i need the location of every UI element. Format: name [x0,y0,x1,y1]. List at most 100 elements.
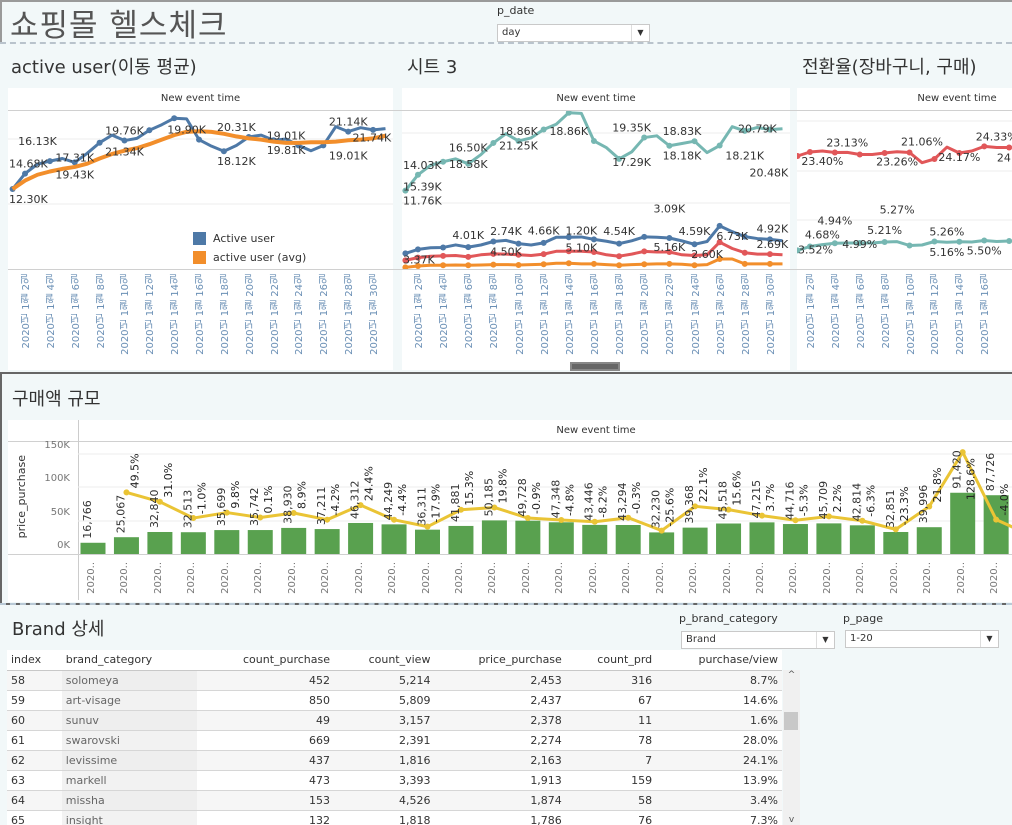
data-point [766,251,773,258]
percent-point [725,506,732,513]
table-cell-brand_category: markell [61,770,198,791]
table-cell-brand_category: levissime [61,750,198,771]
chart-header: New event time [556,93,636,104]
scroll-up-icon[interactable]: ^ [787,670,796,680]
table-row[interactable]: 61 swarovski 669 2,391 2,274 78 28.0% [7,730,782,751]
table-cell-count_purchase: 473 [197,770,334,791]
data-label: 15.39K [403,180,442,193]
column-header[interactable]: index [7,650,62,671]
percent-label: -6.3% [864,485,877,517]
series-line [11,129,386,191]
bar [448,525,474,554]
data-label: 1.20K [566,225,598,238]
conversion-chart[interactable]: New event time [797,88,1012,370]
data-point [741,249,748,256]
table-cell-index: 64 [7,790,62,811]
table-row[interactable]: 65 insight 132 1,818 1,786 76 7.3% [7,810,782,825]
table-cell-price_purchase: 2,453 [434,670,566,691]
table-cell-purchase-per-view: 14.6% [656,690,782,711]
p-date-value: day [502,27,521,38]
percent-label: -25.6% [664,488,677,527]
data-label: 3.09K [654,202,686,215]
column-header[interactable]: brand_category [61,650,198,671]
data-point [515,240,522,247]
bar-value-label: 32,851 [884,489,897,528]
resize-handle[interactable] [570,362,620,371]
data-point [540,251,547,258]
table-cell-purchase-per-view: 13.9% [656,770,782,791]
bar-value-label: 47,215 [750,480,763,519]
scroll-down-icon[interactable]: v [788,815,795,825]
percent-point [591,518,598,525]
data-point [515,261,522,268]
p-brand-category-value: Brand [686,634,716,645]
column-header[interactable]: count_prd [565,650,657,671]
chart-header-line [8,110,1012,111]
column-header[interactable]: count_purchase [197,650,334,671]
table-row[interactable]: 63 markell 473 3,393 1,913 159 13.9% [7,770,782,791]
p-page-select[interactable]: 1-20 ▼ [845,630,999,648]
column-header[interactable]: purchase/view [656,650,782,671]
table-cell-count_prd: 58 [565,790,657,811]
bar [916,527,942,554]
table-scrollbar[interactable]: ^ v [783,670,800,825]
data-point [856,151,863,158]
data-label: 3.37K [403,253,435,266]
dropdown-arrow-icon[interactable]: ▼ [816,632,834,648]
table-cell-price_purchase: 2,378 [434,710,566,731]
scrollbar-thumb[interactable] [784,712,798,730]
column-header[interactable]: count_view [334,650,435,671]
data-point [691,241,698,248]
table-cell-count_purchase: 669 [197,730,334,751]
p-date-select[interactable]: day ▼ [497,24,650,42]
percent-point [391,516,398,523]
data-point [881,238,888,245]
p-date-label: p_date [497,4,535,17]
table-cell-index: 63 [7,770,62,791]
table-cell-count_purchase: 452 [197,670,334,691]
table-cell-index: 65 [7,810,62,825]
table-row[interactable]: 62 levissime 437 1,816 2,163 7 24.1% [7,750,782,771]
data-point [71,159,78,166]
data-label: 4.68% [805,229,840,242]
column-header[interactable]: price_purchase [434,650,566,671]
y-axis-tick-label: 0K [57,540,70,551]
dropdown-arrow-icon[interactable]: ▼ [631,25,649,41]
percent-label: -23.3% [898,486,911,525]
data-point [440,158,447,165]
data-point [171,115,178,122]
percent-point [825,513,832,520]
table-row[interactable]: 59 art-visage 850 5,809 2,437 67 14.6% [7,690,782,711]
data-label: 4.92K [757,223,789,236]
table-cell-index: 59 [7,690,62,711]
table-row[interactable]: 58 solomeya 452 5,214 2,453 316 8.7% [7,670,782,691]
data-label: 14.68K [9,158,48,171]
dropdown-arrow-icon[interactable]: ▼ [980,631,998,647]
divider [0,603,1012,605]
data-point [766,260,773,267]
table-row[interactable]: 64 missha 153 4,526 1,874 58 3.4% [7,790,782,811]
bar-value-label: 32,840 [148,489,161,528]
data-label: 21.25K [499,139,538,152]
bar [849,525,875,554]
data-label: 21.14K [329,116,368,129]
data-label: 18.58K [449,158,488,171]
bar [950,492,976,554]
chart-header-line [8,441,1012,442]
bar [782,524,808,554]
legend-swatch [193,251,206,264]
legend-item-active-user[interactable]: Active user [193,229,306,248]
data-point [691,138,698,145]
y-axis-tick-label: 50K [50,506,70,518]
legend-label: active user (avg) [213,251,307,264]
table-row[interactable]: 60 sunuv 49 3,157 2,378 11 1.6% [7,710,782,731]
legend-item-avg[interactable]: active user (avg) [193,248,306,267]
bar-value-label: 46,312 [349,480,362,519]
p-brand-category-select[interactable]: Brand ▼ [681,631,835,649]
data-point [402,264,409,269]
percent-label: -5.3% [797,484,810,516]
brand-table[interactable]: index brand_category count_purchase count_v… [7,650,782,825]
bar-value-label: 43,446 [583,482,596,521]
table-cell-count_purchase: 132 [197,810,334,825]
data-point [590,137,597,144]
